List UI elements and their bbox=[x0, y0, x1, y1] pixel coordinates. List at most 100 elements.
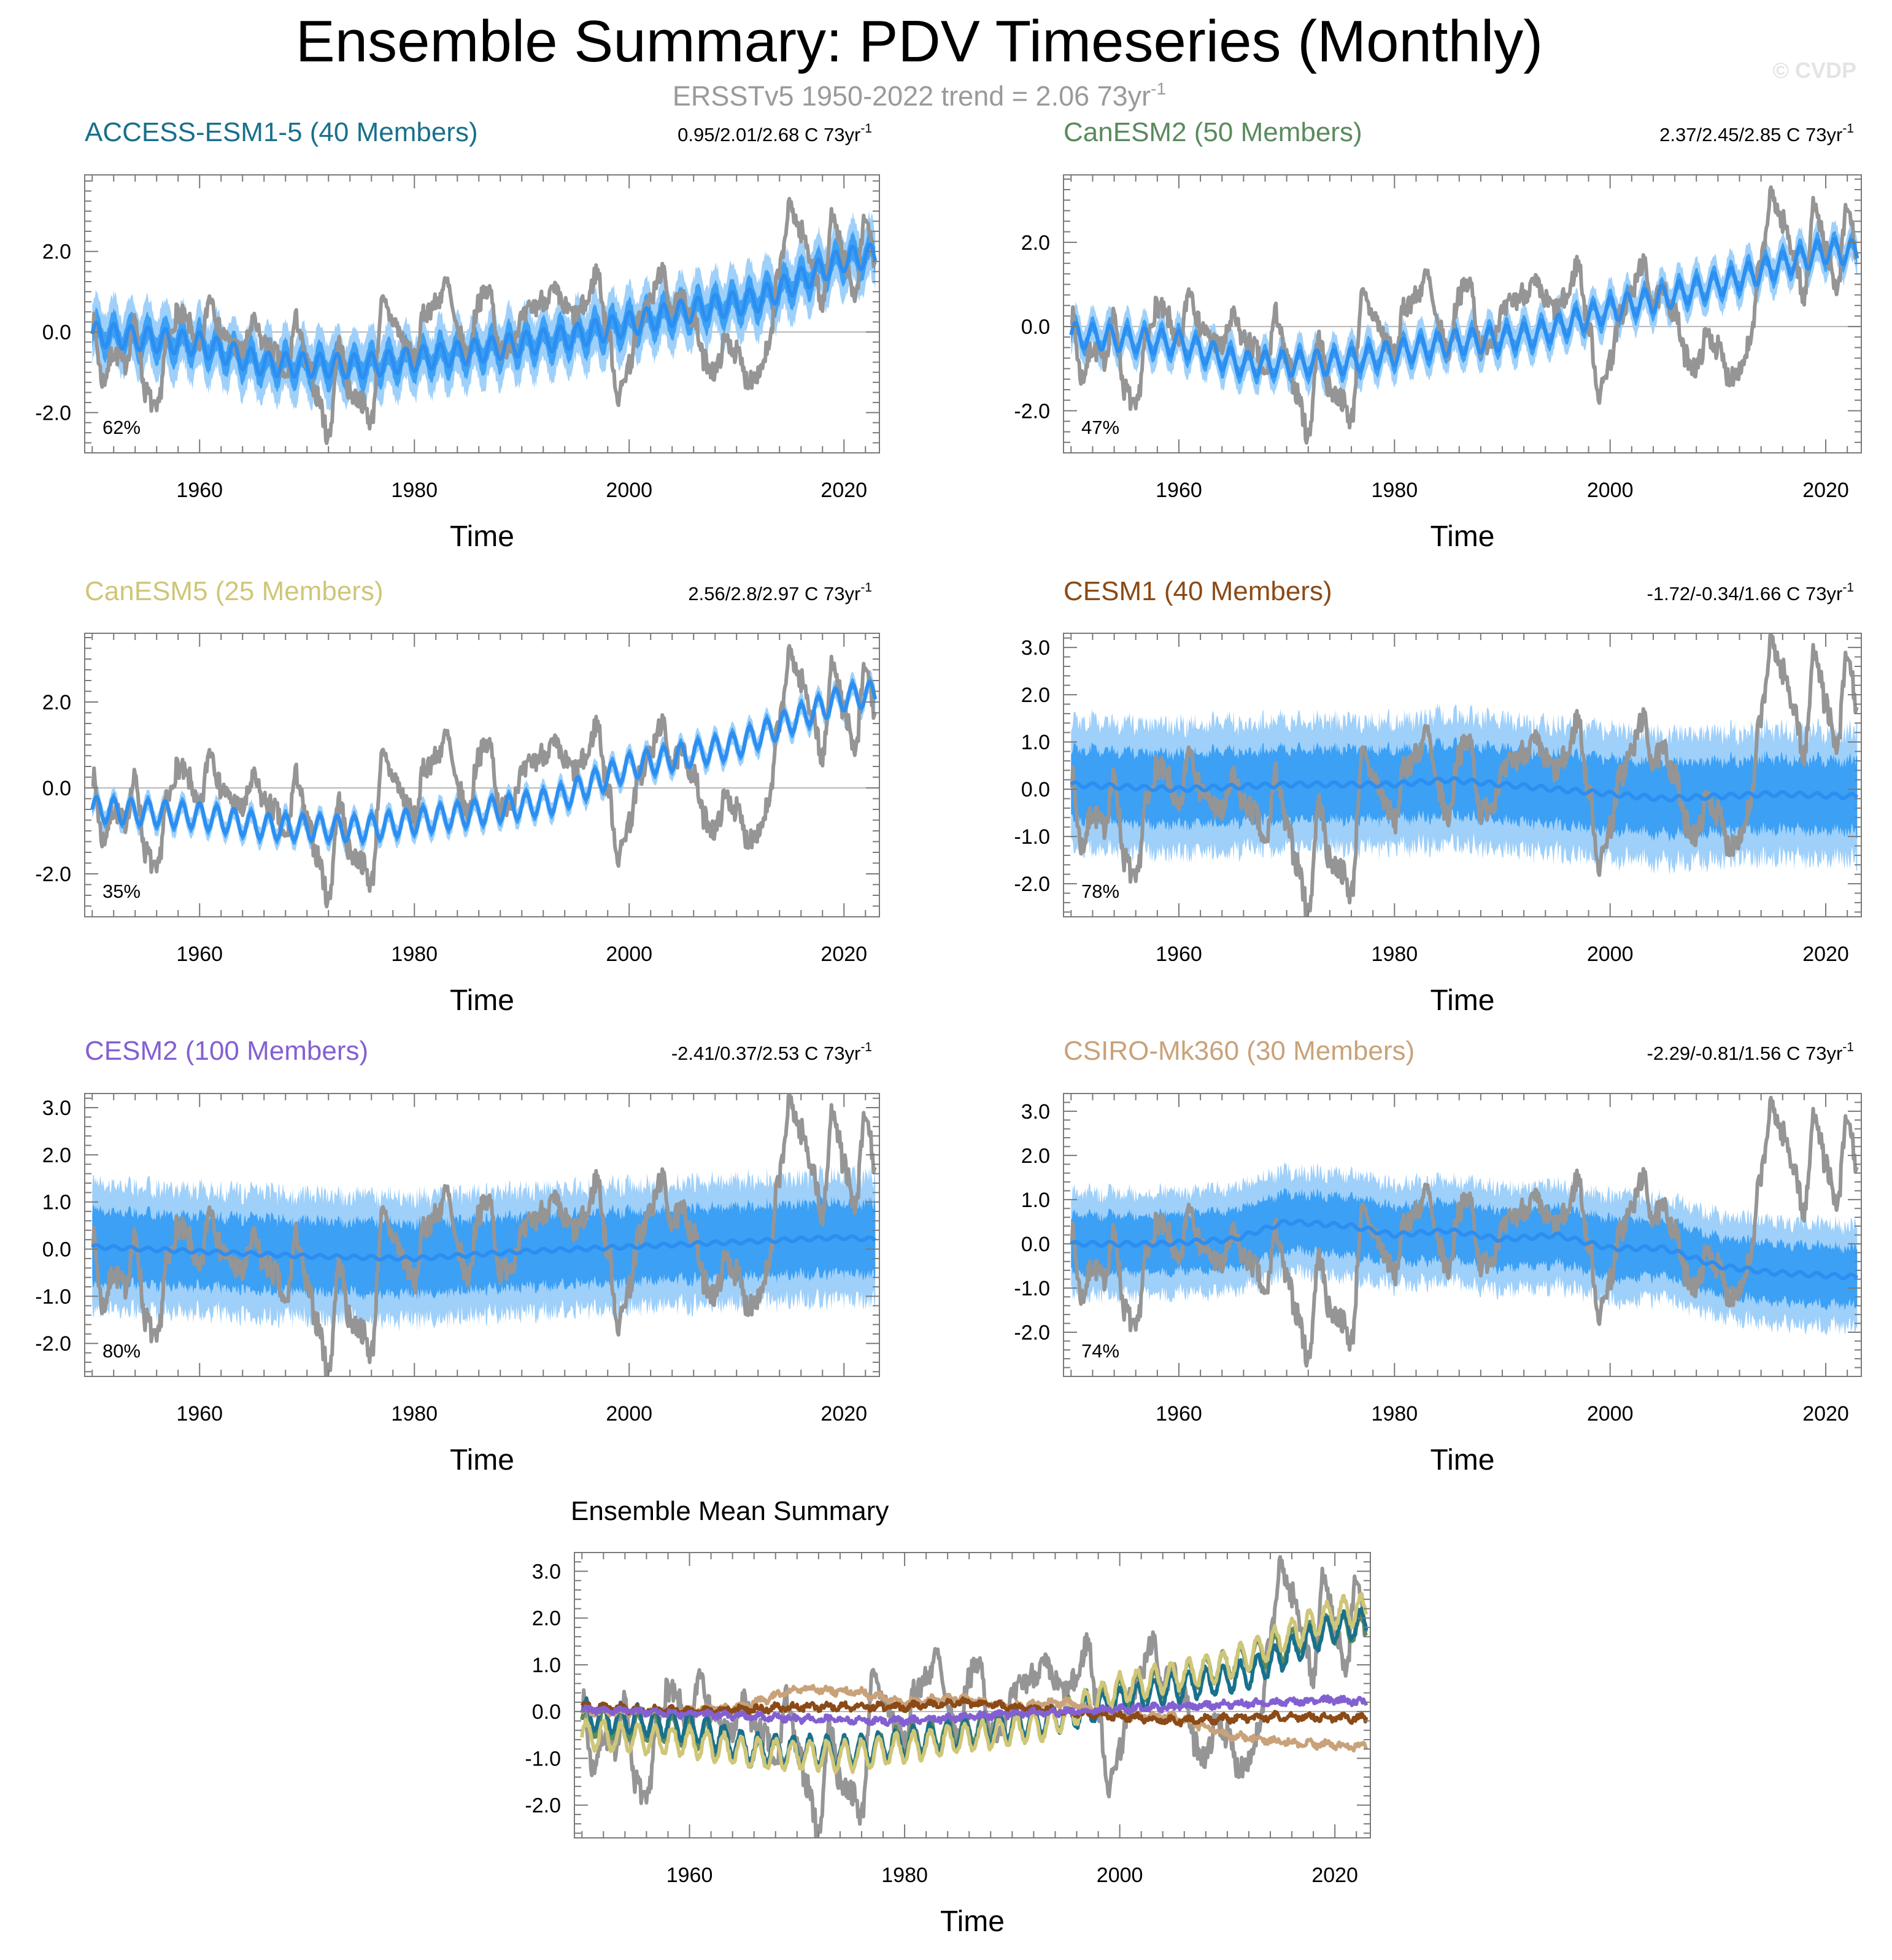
y-tick-label: 0.0 bbox=[42, 777, 71, 800]
x-tick-label: 1980 bbox=[391, 1402, 438, 1426]
panel-title: Ensemble Mean Summary bbox=[571, 1496, 889, 1526]
plot-frame bbox=[84, 174, 880, 453]
percent-label: 80% bbox=[102, 1340, 141, 1362]
y-tick-label: 2.0 bbox=[1021, 1144, 1050, 1168]
y-tick-label: -1.0 bbox=[35, 1285, 71, 1308]
x-axis-label: Time bbox=[940, 1905, 1005, 1938]
ensemble-mean-line bbox=[90, 242, 878, 380]
x-tick-label: 1960 bbox=[1156, 943, 1202, 966]
x-tick-label: 1980 bbox=[391, 943, 438, 966]
chart-panel-access: 1960 1980 2000 2020 -2.0 0.0 2.0 Time ACCESS-ESM… bbox=[35, 117, 880, 553]
plot-area bbox=[1064, 185, 1861, 445]
x-axis-label: Time bbox=[450, 520, 514, 553]
chart-panel-canesm2: 1960 1980 2000 2020 -2.0 0.0 2.0 Time CanESM2 (5… bbox=[1014, 117, 1862, 553]
trend-label: -2.41/0.37/2.53 C 73yr-1 bbox=[671, 1040, 872, 1064]
x-tick-label: 1980 bbox=[1372, 1402, 1418, 1426]
x-tick-label: 2000 bbox=[606, 1402, 652, 1426]
x-axis-label: Time bbox=[1431, 1444, 1495, 1476]
y-tick-label: -1.0 bbox=[1014, 1277, 1050, 1300]
y-tick-label: 0.0 bbox=[42, 321, 71, 344]
x-tick-label: 2000 bbox=[1587, 479, 1634, 502]
percent-label: 78% bbox=[1081, 881, 1119, 902]
y-tick-label: 3.0 bbox=[532, 1560, 561, 1583]
panel-title: ACCESS-ESM1-5 (40 Members) bbox=[85, 117, 478, 147]
y-tick-label: -1.0 bbox=[525, 1747, 561, 1770]
percent-label: 35% bbox=[102, 881, 141, 902]
y-tick-label: 0.0 bbox=[42, 1238, 71, 1262]
x-tick-label: 2020 bbox=[821, 479, 867, 502]
x-tick-label: 2000 bbox=[1587, 1402, 1634, 1426]
plot-area bbox=[85, 644, 879, 909]
panel-title: CSIRO-Mk360 (30 Members) bbox=[1064, 1036, 1415, 1066]
y-tick-label: -1.0 bbox=[1014, 825, 1050, 849]
observations-line bbox=[1070, 1095, 1859, 1368]
y-tick-label: 1.0 bbox=[1021, 731, 1050, 754]
observations-line bbox=[1070, 185, 1859, 445]
y-tick-label: -2.0 bbox=[525, 1794, 561, 1818]
ensemble-outer-range bbox=[92, 669, 876, 853]
x-tick-label: 1980 bbox=[391, 479, 438, 502]
trend-label: 0.95/2.01/2.68 C 73yr-1 bbox=[678, 122, 872, 145]
y-tick-label: 3.0 bbox=[42, 1097, 71, 1120]
x-axis-label: Time bbox=[450, 1444, 514, 1476]
y-tick-label: -2.0 bbox=[1014, 399, 1050, 423]
x-tick-label: 1960 bbox=[176, 1402, 223, 1426]
percent-label: 62% bbox=[102, 417, 141, 438]
y-tick-label: 1.0 bbox=[42, 1191, 71, 1214]
x-tick-label: 1960 bbox=[666, 1864, 713, 1887]
trend-label: -1.72/-0.34/1.66 C 73yr-1 bbox=[1647, 581, 1854, 604]
x-tick-label: 2000 bbox=[606, 943, 652, 966]
panel-title: CESM1 (40 Members) bbox=[1064, 576, 1332, 606]
x-tick-label: 1960 bbox=[176, 479, 223, 502]
x-tick-label: 2020 bbox=[1311, 1864, 1358, 1887]
plot-area bbox=[1064, 633, 1861, 917]
y-tick-label: -2.0 bbox=[1014, 873, 1050, 896]
plot-area bbox=[1064, 1095, 1861, 1368]
y-tick-label: 2.0 bbox=[532, 1607, 561, 1630]
plot-frame bbox=[1063, 633, 1862, 917]
panel-title: CESM2 (100 Members) bbox=[85, 1036, 368, 1066]
x-axis-label: Time bbox=[1431, 984, 1495, 1017]
percent-label: 74% bbox=[1081, 1340, 1119, 1362]
y-tick-label: 2.0 bbox=[1021, 231, 1050, 255]
y-tick-label: -2.0 bbox=[35, 401, 71, 425]
x-tick-label: 1980 bbox=[881, 1864, 928, 1887]
trend-label: -2.29/-0.81/1.56 C 73yr-1 bbox=[1647, 1040, 1854, 1064]
y-tick-label: -2.0 bbox=[1014, 1321, 1050, 1345]
x-tick-label: 1980 bbox=[1372, 479, 1418, 502]
x-axis-label: Time bbox=[450, 984, 514, 1017]
y-tick-label: -2.0 bbox=[35, 863, 71, 886]
trend-label: 2.56/2.8/2.97 C 73yr-1 bbox=[688, 581, 872, 604]
x-tick-label: 1960 bbox=[1156, 1402, 1202, 1426]
chart-panel-summary: 1960 1980 2000 2020 -2.0 -1.0 0.0 1.0 2.0 3.0 Time… bbox=[525, 1496, 1371, 1938]
panel-title: CanESM2 (50 Members) bbox=[1064, 117, 1362, 147]
ensemble-inner-range bbox=[1071, 736, 1858, 842]
x-tick-label: 1980 bbox=[1372, 943, 1418, 966]
plot-frame bbox=[84, 633, 880, 917]
plot-frame bbox=[84, 1093, 880, 1377]
plot-frame bbox=[574, 1552, 1371, 1838]
y-tick-label: 0.0 bbox=[1021, 778, 1050, 801]
chart-panel-canesm5: 1960 1980 2000 2020 -2.0 0.0 2.0 Time CanESM5 (2… bbox=[35, 576, 880, 1017]
observations-line bbox=[91, 196, 877, 446]
y-tick-label: 1.0 bbox=[1021, 1189, 1050, 1212]
x-tick-label: 2000 bbox=[1587, 943, 1634, 966]
chart-panels: 1960 1980 2000 2020 -2.0 0.0 2.0 Time ACCESS-ESM… bbox=[35, 117, 1862, 1938]
ensemble-mean-line bbox=[91, 1233, 876, 1262]
x-tick-label: 2020 bbox=[1802, 943, 1849, 966]
y-tick-label: 3.0 bbox=[1021, 1100, 1050, 1124]
plot-area bbox=[85, 196, 879, 446]
plot-area bbox=[85, 1094, 879, 1376]
percent-label: 47% bbox=[1081, 417, 1119, 438]
y-tick-label: 3.0 bbox=[1021, 636, 1050, 660]
chart-panel-cesm1: 1960 1980 2000 2020 -2.0 -1.0 0.0 1.0 2.0 3.0 Time… bbox=[1014, 576, 1862, 1017]
x-tick-label: 2020 bbox=[1802, 1402, 1849, 1426]
x-tick-label: 2000 bbox=[1097, 1864, 1143, 1887]
y-tick-label: 2.0 bbox=[42, 1144, 71, 1167]
x-tick-label: 1960 bbox=[176, 943, 223, 966]
observations-line bbox=[91, 1094, 877, 1376]
ensemble-mean-line bbox=[1070, 776, 1859, 803]
y-tick-label: 0.0 bbox=[532, 1700, 561, 1724]
observations-line bbox=[581, 1555, 1368, 1838]
chart-panel-csiro: 1960 1980 2000 2020 -2.0 -1.0 0.0 1.0 2.0 3.0 Time… bbox=[1014, 1036, 1862, 1476]
